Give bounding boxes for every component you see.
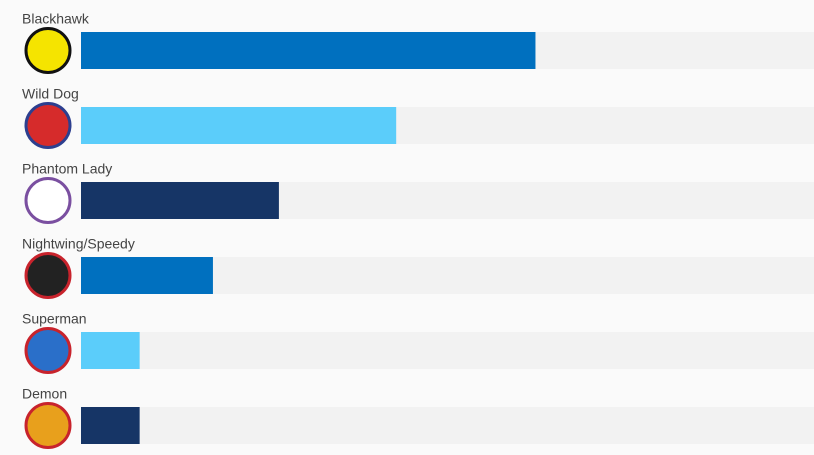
bar-track bbox=[81, 407, 814, 444]
bar bbox=[81, 32, 536, 69]
bar bbox=[81, 332, 140, 369]
category-label: Superman bbox=[22, 311, 87, 327]
icon bbox=[24, 177, 72, 224]
category-label: Demon bbox=[22, 386, 67, 402]
bar bbox=[81, 407, 140, 444]
icon bbox=[24, 27, 72, 74]
category-label: Phantom Lady bbox=[22, 161, 112, 177]
bar bbox=[81, 107, 397, 144]
bar bbox=[81, 257, 213, 294]
bar bbox=[81, 182, 279, 219]
icon bbox=[24, 252, 72, 299]
icon bbox=[24, 102, 72, 149]
bar-track bbox=[81, 332, 814, 369]
icon bbox=[24, 327, 72, 374]
category-label: Blackhawk bbox=[22, 11, 90, 27]
icon bbox=[24, 402, 72, 449]
category-label: Nightwing/Speedy bbox=[22, 236, 135, 252]
category-label: Wild Dog bbox=[22, 86, 79, 102]
